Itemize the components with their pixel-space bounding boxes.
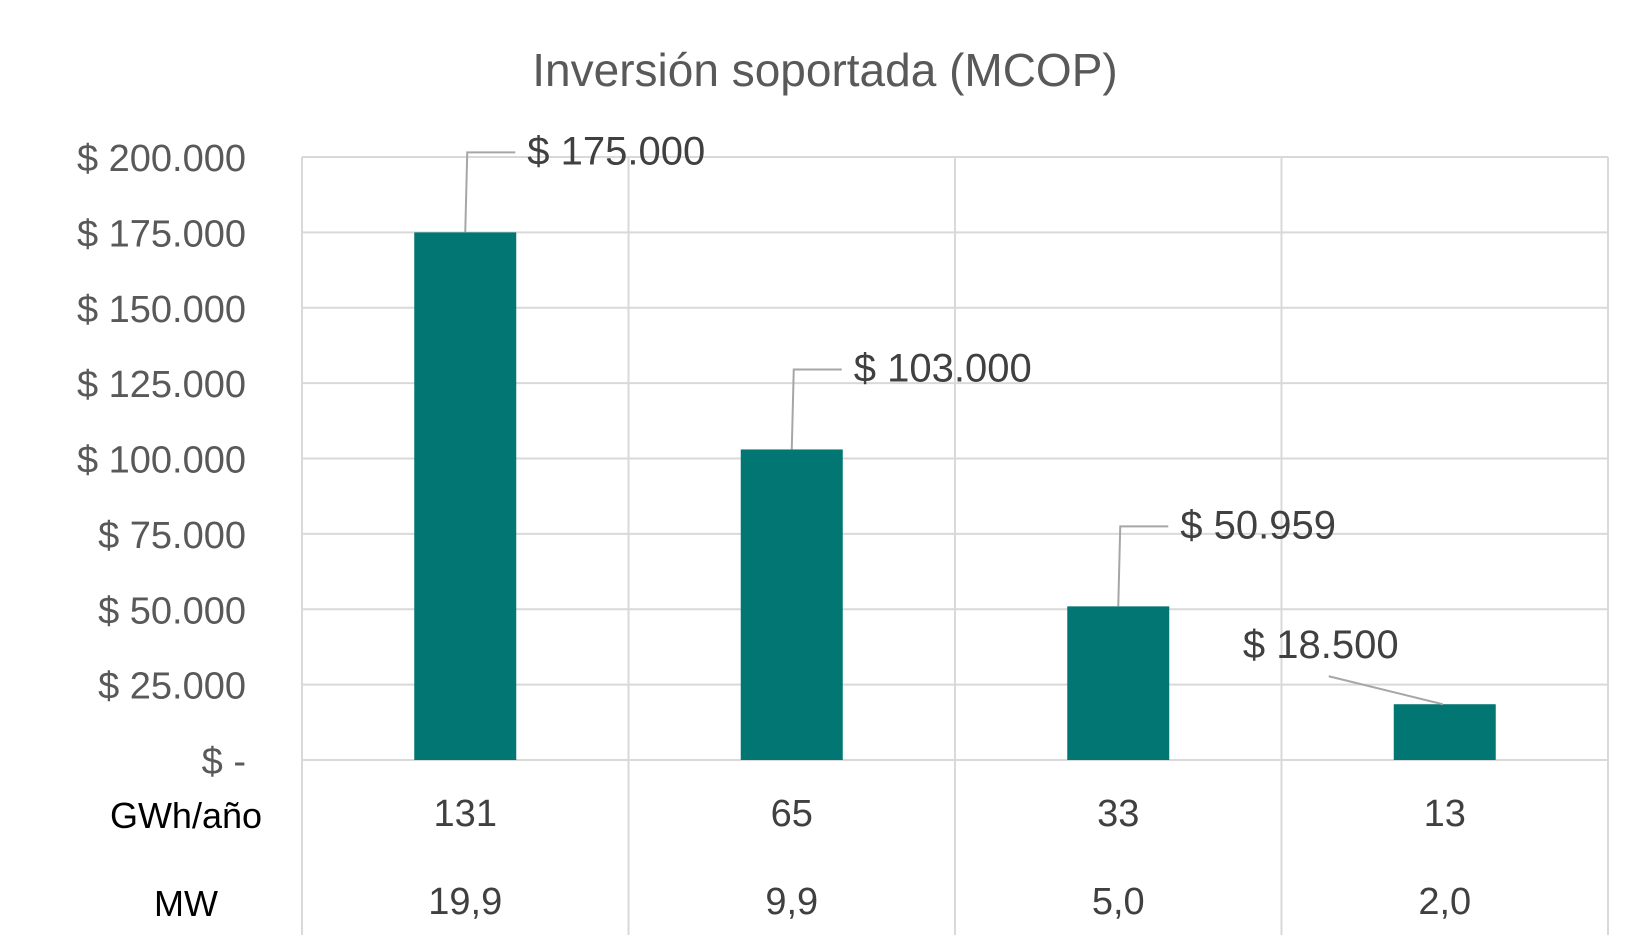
- y-axis-ticks: $ - $ 25.000 $ 50.000 $ 75.000 $ 100.000 $ 12…: [77, 138, 246, 783]
- gridlines: [301, 156, 1609, 935]
- data-label-leader: [464, 151, 516, 233]
- data-table: GWh/año 131 65 33 13 MW 19,9 9,9 5,0 2,0: [110, 793, 1471, 924]
- table-cell: 65: [771, 793, 813, 835]
- data-label-leader: [790, 368, 842, 450]
- bar-33: [1067, 606, 1170, 760]
- y-tick-label: $ -: [202, 741, 246, 783]
- table-cell: 9,9: [765, 881, 818, 923]
- y-tick-label: $ 25.000: [98, 666, 246, 708]
- data-labels: $ 175.000 $ 103.000 $ 50.959 $ 18.500: [527, 129, 1398, 667]
- table-cell: 2,0: [1418, 881, 1471, 923]
- y-tick-label: $ 125.000: [77, 364, 246, 406]
- bar-65: [740, 449, 843, 760]
- y-tick-label: $ 75.000: [98, 515, 246, 557]
- data-label: $ 50.959: [1180, 503, 1336, 547]
- y-tick-label: $ 50.000: [98, 590, 246, 632]
- data-label: $ 18.500: [1243, 623, 1399, 667]
- data-label: $ 175.000: [527, 129, 705, 173]
- y-tick-label: $ 100.000: [77, 440, 246, 482]
- data-label-leader: [1117, 525, 1169, 607]
- table-cell: 5,0: [1092, 881, 1145, 923]
- y-tick-label: $ 150.000: [77, 289, 246, 331]
- bar-13: [1393, 704, 1496, 760]
- data-label: $ 103.000: [854, 346, 1032, 390]
- table-row-header: GWh/año: [110, 795, 262, 836]
- table-cell: 19,9: [428, 881, 502, 923]
- table-row-header: MW: [154, 883, 218, 924]
- data-label-leaders: [464, 151, 1443, 706]
- y-tick-label: $ 200.000: [77, 138, 246, 180]
- table-cell: 13: [1424, 793, 1466, 835]
- table-cell: 131: [434, 793, 497, 835]
- bars: [414, 232, 1496, 760]
- data-label-leader: [1328, 675, 1443, 706]
- y-tick-label: $ 175.000: [77, 213, 246, 255]
- chart-title: Inversión soportada (MCOP): [532, 44, 1117, 96]
- table-cell: 33: [1097, 793, 1139, 835]
- bar-131: [414, 232, 517, 760]
